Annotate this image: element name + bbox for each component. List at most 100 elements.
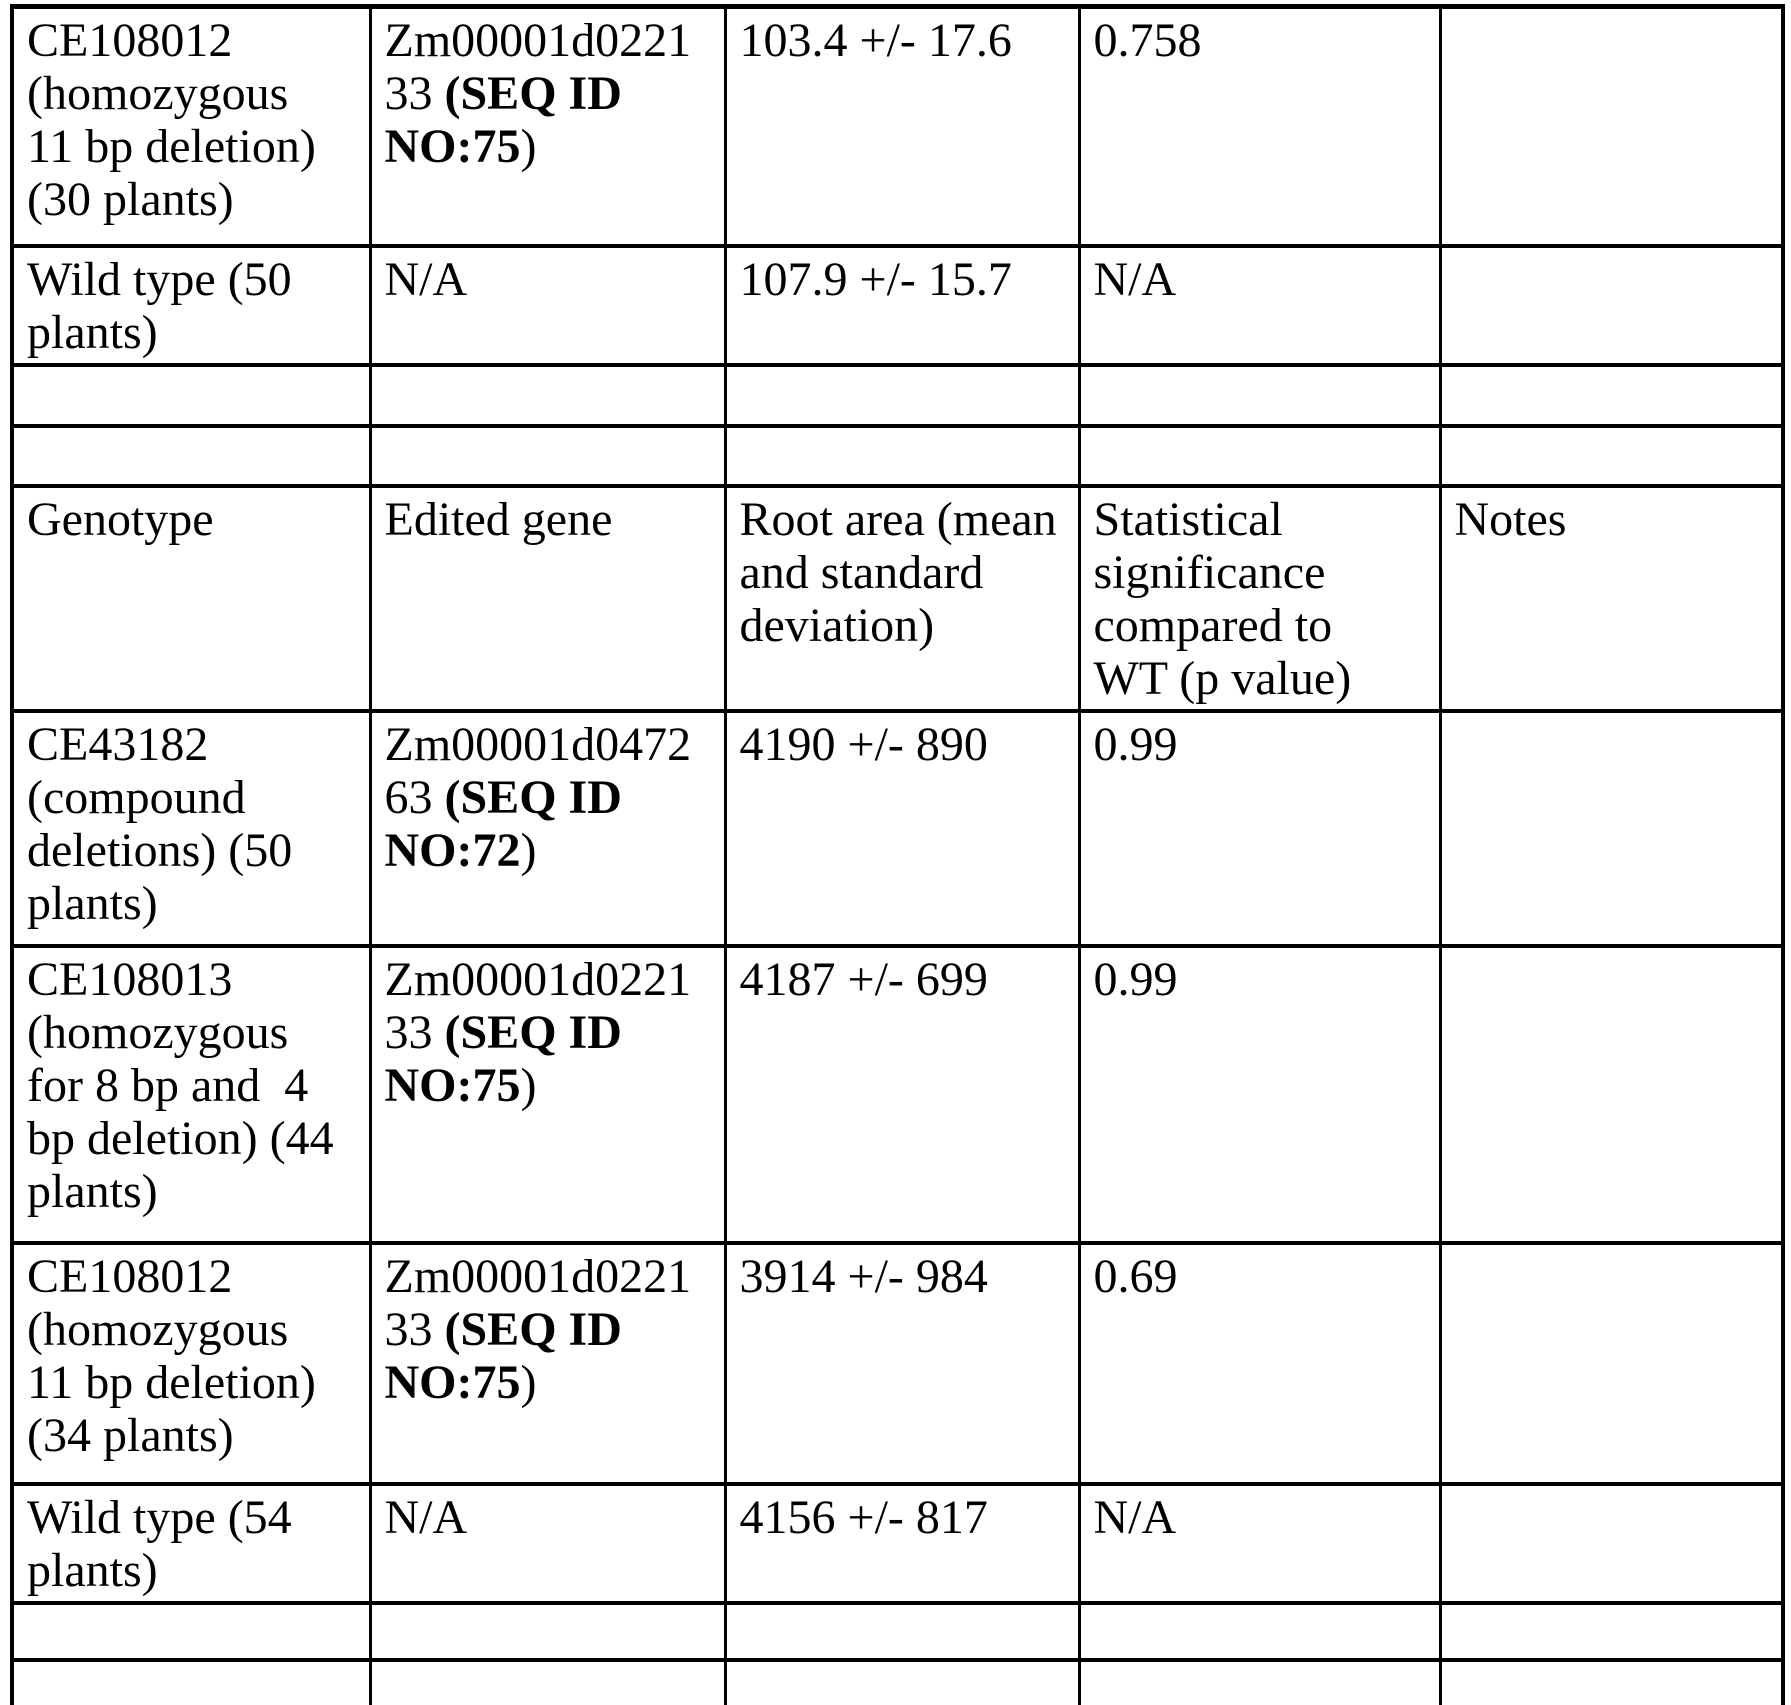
table-cell: [10, 1657, 372, 1705]
table-cell: [1438, 1657, 1785, 1705]
text-segment: Genotype: [27, 492, 214, 546]
table-row: CE43182 (compound deletions) (50 plants)…: [10, 708, 1785, 948]
bold-text-segment: (SEQ ID NO:72: [384, 770, 622, 877]
table-cell: Zm00001d0221 33 (SEQ ID NO:75): [368, 1240, 727, 1486]
patent-data-table: CE108012 (homozygous 11 bp deletion) (30…: [10, 4, 1785, 1705]
text-segment: Wild type (50 plants): [27, 252, 292, 359]
table-cell: 0.99: [1077, 708, 1442, 948]
blank-row: [10, 1657, 1785, 1705]
table-cell: Wild type (50 plants): [10, 243, 372, 367]
text-segment: N/A: [1093, 1490, 1177, 1544]
text-segment: Notes: [1454, 492, 1567, 546]
text-segment: ): [520, 1355, 537, 1409]
text-segment: Statistical significance compared to WT …: [1093, 492, 1352, 705]
table-cell: Zm00001d0472 63 (SEQ ID NO:72): [368, 708, 727, 948]
table-cell: [723, 423, 1081, 488]
text-segment: CE43182 (compound deletions) (50 plants): [27, 717, 293, 930]
table-row: CE108013 (homozygous for 8 bp and 4 bp d…: [10, 943, 1785, 1245]
text-segment: CE108012 (homozygous 11 bp deletion) (34…: [27, 1249, 316, 1462]
table-cell: [1077, 1657, 1442, 1705]
blank-row: [10, 1600, 1785, 1662]
text-segment: 3914 +/- 984: [739, 1249, 988, 1303]
text-segment: Zm00001d0221 33: [384, 1249, 692, 1356]
text-segment: 4187 +/- 699: [739, 952, 988, 1006]
bold-text-segment: (SEQ ID NO:75: [384, 1302, 622, 1409]
text-segment: 0.99: [1093, 717, 1178, 771]
table-cell: [368, 1600, 727, 1662]
table-cell: 0.758: [1077, 4, 1442, 248]
blank-row: [10, 423, 1785, 488]
table-cell: CE108013 (homozygous for 8 bp and 4 bp d…: [10, 943, 372, 1245]
table-cell: [1077, 362, 1442, 428]
table-cell: [1438, 1481, 1785, 1605]
table-cell: 107.9 +/- 15.7: [723, 243, 1081, 367]
text-segment: Zm00001d0472 63: [384, 717, 692, 824]
text-segment: Zm00001d0221 33: [384, 952, 692, 1059]
text-segment: 0.99: [1093, 952, 1178, 1006]
table-cell: 4190 +/- 890: [723, 708, 1081, 948]
text-segment: 103.4 +/- 17.6: [739, 14, 1012, 67]
table-row: CE108012 (homozygous 11 bp deletion) (34…: [10, 1240, 1785, 1486]
table-cell: Zm00001d0221 33 (SEQ ID NO:75): [368, 943, 727, 1245]
text-segment: 0.758: [1093, 14, 1202, 67]
text-segment: 4156 +/- 817: [739, 1490, 988, 1544]
table-cell: [723, 1657, 1081, 1705]
text-segment: Edited gene: [384, 492, 613, 546]
table-row: CE108012 (homozygous 11 bp deletion) (30…: [10, 4, 1785, 248]
table-cell: 4187 +/- 699: [723, 943, 1081, 1245]
text-segment: CE108013 (homozygous for 8 bp and 4 bp d…: [27, 952, 334, 1218]
table-cell: CE43182 (compound deletions) (50 plants): [10, 708, 372, 948]
table-cell: [723, 362, 1081, 428]
table-cell: Wild type (54 plants): [10, 1481, 372, 1605]
table-cell: N/A: [368, 1481, 727, 1605]
text-segment: Wild type (54 plants): [27, 1490, 292, 1597]
text-segment: ): [520, 823, 537, 877]
text-segment: N/A: [384, 252, 468, 306]
table-cell: [1438, 362, 1785, 428]
table-body: CE108012 (homozygous 11 bp deletion) (30…: [10, 4, 1785, 1705]
table-row: Wild type (54 plants) N/A 4156 +/- 817 N/A: [10, 1481, 1785, 1605]
table-cell: Zm00001d0221 33 (SEQ ID NO:75): [368, 4, 727, 248]
table-cell: [10, 1600, 372, 1662]
table-cell: 4156 +/- 817: [723, 1481, 1081, 1605]
table-cell: N/A: [368, 243, 727, 367]
table-cell: [368, 1657, 727, 1705]
header-cell: Genotype: [10, 483, 372, 713]
text-segment: Zm00001d0221 33: [384, 14, 692, 120]
table-cell: [1438, 943, 1785, 1245]
text-segment: 4190 +/- 890: [739, 717, 988, 771]
table-cell: [1438, 423, 1785, 488]
table-cell: [1438, 708, 1785, 948]
table-cell: 0.99: [1077, 943, 1442, 1245]
table-cell: [723, 1600, 1081, 1662]
header-cell: Statistical significance compared to WT …: [1077, 483, 1442, 713]
table-cell: [1438, 243, 1785, 367]
header-cell: Edited gene: [368, 483, 727, 713]
table-cell: [1438, 4, 1785, 248]
text-segment: CE108012 (homozygous 11 bp deletion) (30…: [27, 14, 316, 226]
table-cell: [10, 423, 372, 488]
blank-row: [10, 362, 1785, 428]
table-cell: N/A: [1077, 243, 1442, 367]
text-segment: 107.9 +/- 15.7: [739, 252, 1012, 306]
bold-text-segment: (SEQ ID NO:75: [384, 1005, 622, 1112]
table-cell: 103.4 +/- 17.6: [723, 4, 1081, 248]
table-cell: N/A: [1077, 1481, 1442, 1605]
text-segment: N/A: [1093, 252, 1177, 306]
table-cell: 3914 +/- 984: [723, 1240, 1081, 1486]
table-cell: [1077, 1600, 1442, 1662]
table-cell: CE108012 (homozygous 11 bp deletion) (30…: [10, 4, 372, 248]
bold-text-segment: (SEQ ID NO:75: [384, 67, 622, 173]
table-cell: [368, 423, 727, 488]
text-segment: ): [520, 120, 537, 173]
table-cell: 0.69: [1077, 1240, 1442, 1486]
header-row: Genotype Edited gene Root area (mean and s…: [10, 483, 1785, 713]
table-cell: [1077, 423, 1442, 488]
table-cell: CE108012 (homozygous 11 bp deletion) (34…: [10, 1240, 372, 1486]
table-cell: [10, 362, 372, 428]
text-segment: ): [520, 1058, 537, 1112]
table-cell: [368, 362, 727, 428]
text-segment: N/A: [384, 1490, 468, 1544]
table-cell: [1438, 1600, 1785, 1662]
